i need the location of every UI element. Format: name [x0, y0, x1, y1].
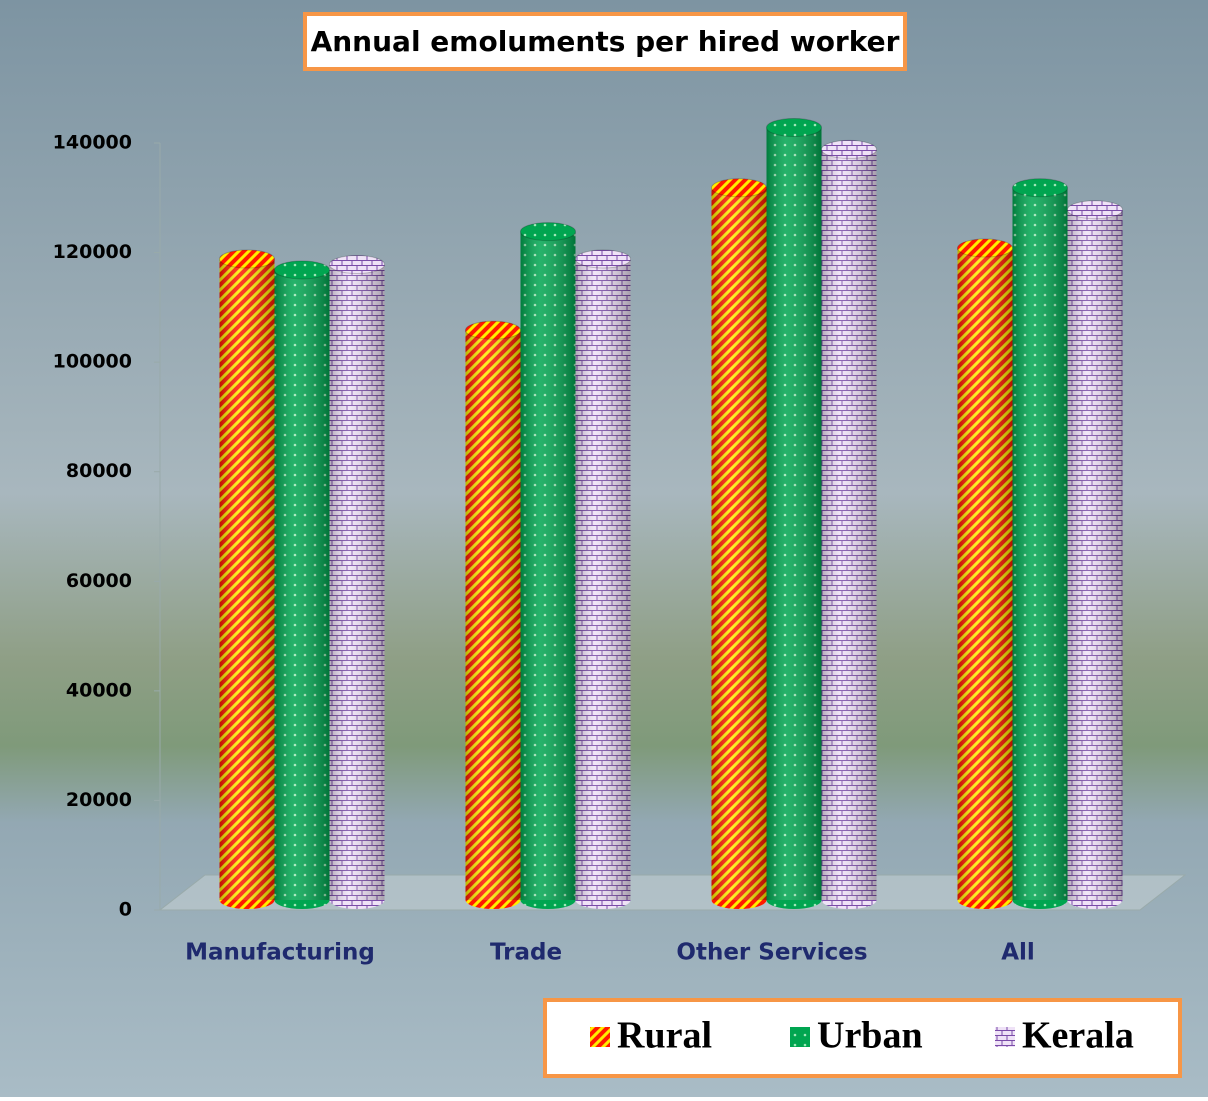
bar-shade — [958, 248, 1013, 900]
bar-top — [1068, 201, 1123, 219]
bar-shade — [1013, 188, 1068, 900]
bar-shade — [275, 270, 330, 900]
bar-top — [958, 239, 1013, 257]
bar-top — [220, 250, 275, 268]
x-tick-label: All — [1001, 940, 1035, 966]
bar-top — [521, 223, 576, 241]
x-tick-label: Other Services — [676, 940, 867, 966]
legend-marker — [995, 1027, 1015, 1047]
bar-shade — [576, 259, 631, 900]
bar-top — [576, 250, 631, 268]
bar-shade — [330, 264, 385, 900]
bar-top — [275, 261, 330, 279]
x-tick-label: Manufacturing — [185, 940, 375, 966]
bar-top — [712, 179, 767, 197]
bar-shade — [822, 149, 877, 900]
bar-shade — [712, 188, 767, 900]
y-tick-label: 20000 — [66, 789, 132, 811]
legend-marker — [790, 1027, 810, 1047]
bar-top — [330, 255, 385, 273]
bar-shade — [1068, 210, 1123, 900]
legend-label: Rural — [617, 1015, 712, 1057]
bar-shade — [521, 232, 576, 900]
chart-title: Annual emoluments per hired worker — [311, 25, 900, 58]
y-tick-label: 40000 — [66, 679, 132, 701]
chart: Annual emoluments per hired worker 0 2000… — [0, 0, 1208, 1097]
legend-marker — [590, 1027, 610, 1047]
legend-label: Kerala — [1022, 1015, 1134, 1057]
bar-top — [466, 321, 521, 339]
legend-label: Urban — [817, 1015, 923, 1057]
y-tick-label: 80000 — [66, 460, 132, 482]
bar-shade — [466, 330, 521, 900]
bar-top — [822, 140, 877, 158]
bar-top — [1013, 179, 1068, 197]
y-tick-label: 100000 — [53, 351, 132, 373]
y-tick-label: 0 — [119, 899, 132, 921]
x-tick-label: Trade — [490, 940, 562, 966]
y-tick-label: 140000 — [53, 132, 132, 154]
y-tick-label: 60000 — [66, 570, 132, 592]
bar-top — [767, 119, 822, 137]
bar-shade — [767, 128, 822, 900]
bar-shade — [220, 259, 275, 900]
y-tick-label: 120000 — [53, 241, 132, 263]
